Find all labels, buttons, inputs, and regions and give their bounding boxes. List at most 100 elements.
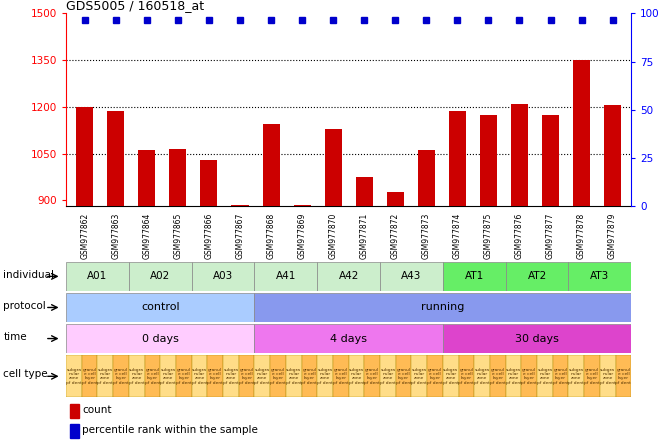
Text: subgra
nular
zone
pf dent: subgra nular zone pf dent (443, 368, 459, 385)
Text: GSM977877: GSM977877 (546, 213, 555, 259)
Bar (411, 355, 427, 397)
Text: subgra
nular
zone
pf dent: subgra nular zone pf dent (348, 368, 364, 385)
Text: granul
e cell
layer
pf dent: granul e cell layer pf dent (208, 368, 223, 385)
Text: GDS5005 / 160518_at: GDS5005 / 160518_at (66, 0, 204, 12)
Bar (301, 355, 317, 397)
Bar (396, 355, 411, 397)
Bar (600, 355, 615, 397)
Text: subgra
nular
zone
pf dent: subgra nular zone pf dent (411, 368, 427, 385)
Text: 0 days: 0 days (142, 333, 178, 344)
Bar (176, 355, 192, 397)
Text: GSM977865: GSM977865 (173, 213, 182, 259)
Text: GSM977870: GSM977870 (329, 213, 338, 259)
Text: 30 days: 30 days (515, 333, 559, 344)
Text: A43: A43 (401, 271, 422, 281)
Text: subgra
nular
zone
pf dent: subgra nular zone pf dent (97, 368, 113, 385)
Text: AT2: AT2 (527, 271, 547, 281)
Text: A02: A02 (150, 271, 171, 281)
Bar (138, 151, 155, 206)
Bar (98, 355, 113, 397)
Bar (66, 262, 129, 291)
Text: GSM977867: GSM977867 (235, 213, 245, 259)
Text: granul
e cell
layer
pf dent: granul e cell layer pf dent (82, 368, 98, 385)
Bar (364, 355, 380, 397)
Bar (349, 355, 364, 397)
Bar (161, 355, 176, 397)
Bar (380, 355, 396, 397)
Text: individual: individual (3, 270, 54, 280)
Text: time: time (3, 332, 27, 342)
Bar (262, 124, 280, 206)
Text: granul
e cell
layer
pf dent: granul e cell layer pf dent (396, 368, 412, 385)
Bar (380, 262, 443, 291)
Text: subgra
nular
zone
pf dent: subgra nular zone pf dent (192, 368, 208, 385)
Bar (573, 60, 590, 206)
Text: granul
e cell
layer
pf dent: granul e cell layer pf dent (333, 368, 349, 385)
Text: A03: A03 (213, 271, 233, 281)
Bar (387, 192, 404, 206)
Bar (317, 262, 380, 291)
Bar (317, 355, 333, 397)
Text: GSM977868: GSM977868 (266, 213, 276, 259)
Text: GSM977873: GSM977873 (422, 213, 431, 259)
Text: A42: A42 (338, 271, 359, 281)
Text: GSM977875: GSM977875 (484, 213, 493, 259)
Bar (480, 115, 497, 206)
Text: GSM977866: GSM977866 (204, 213, 214, 259)
Text: GSM977864: GSM977864 (142, 213, 151, 259)
Text: GSM977869: GSM977869 (297, 213, 307, 259)
Text: count: count (83, 405, 112, 416)
Text: subgra
nular
zone
pf dent: subgra nular zone pf dent (129, 368, 145, 385)
Bar (443, 355, 459, 397)
Text: granul
e cell
layer
pf dent: granul e cell layer pf dent (176, 368, 192, 385)
Bar (66, 355, 82, 397)
Text: granul
e cell
layer
pf dent: granul e cell layer pf dent (145, 368, 161, 385)
Text: granul
e cell
layer
pf dent: granul e cell layer pf dent (615, 368, 631, 385)
Bar (113, 355, 129, 397)
Bar (107, 111, 124, 206)
Bar (254, 324, 443, 353)
Text: GSM977874: GSM977874 (453, 213, 462, 259)
Bar (333, 355, 349, 397)
Text: AT1: AT1 (465, 271, 484, 281)
Text: granul
e cell
layer
pf dent: granul e cell layer pf dent (364, 368, 380, 385)
Bar (568, 355, 584, 397)
Text: GSM977871: GSM977871 (360, 213, 369, 259)
Bar (129, 262, 192, 291)
Text: granul
e cell
layer
pf dent: granul e cell layer pf dent (459, 368, 475, 385)
Bar (511, 103, 528, 206)
Bar (418, 151, 435, 206)
Bar (443, 262, 506, 291)
Bar (82, 355, 98, 397)
Bar (443, 324, 631, 353)
Bar (70, 404, 79, 417)
Bar (192, 262, 254, 291)
Bar (76, 107, 93, 206)
Bar (208, 355, 223, 397)
Text: subgra
nular
zone
pf dent: subgra nular zone pf dent (474, 368, 490, 385)
Text: GSM977876: GSM977876 (515, 213, 524, 259)
Bar (239, 355, 254, 397)
Bar (254, 293, 631, 322)
Bar (537, 355, 553, 397)
Bar (223, 355, 239, 397)
Text: GSM977879: GSM977879 (608, 213, 617, 259)
Bar (270, 355, 286, 397)
Text: subgra
nular
zone
pf dent: subgra nular zone pf dent (286, 368, 301, 385)
Bar (449, 111, 466, 206)
Bar (522, 355, 537, 397)
Bar (200, 160, 217, 206)
Bar (475, 355, 490, 397)
Text: cell type: cell type (3, 369, 48, 379)
Text: subgra
nular
zone
pf dent: subgra nular zone pf dent (66, 368, 82, 385)
Bar (129, 355, 145, 397)
Text: subgra
nular
zone
pf dent: subgra nular zone pf dent (223, 368, 239, 385)
Text: granul
e cell
layer
pf dent: granul e cell layer pf dent (490, 368, 506, 385)
Text: subgra
nular
zone
pf dent: subgra nular zone pf dent (380, 368, 396, 385)
Bar (506, 355, 522, 397)
Text: AT3: AT3 (590, 271, 609, 281)
Text: granul
e cell
layer
pf dent: granul e cell layer pf dent (270, 368, 286, 385)
Text: granul
e cell
layer
pf dent: granul e cell layer pf dent (553, 368, 568, 385)
Bar (70, 424, 79, 438)
Bar (568, 262, 631, 291)
